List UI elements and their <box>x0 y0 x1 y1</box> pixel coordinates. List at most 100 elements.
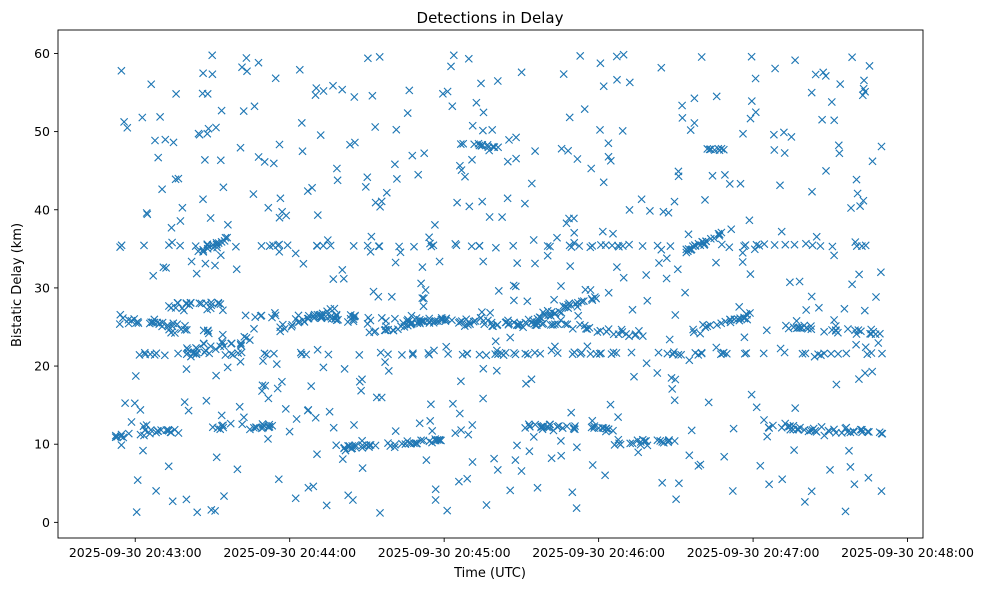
data-point-track-lower-11 <box>825 427 834 436</box>
data-point-noise <box>151 136 159 145</box>
data-point-noise <box>479 257 488 266</box>
data-point-noise <box>854 375 863 384</box>
data-point-track-rising-1 <box>419 317 428 326</box>
data-point-constant-35.4 <box>543 242 552 250</box>
data-point-track-upper-descending <box>268 313 276 322</box>
chart-title: Detections in Delay <box>417 9 564 27</box>
data-point-noise <box>598 227 607 236</box>
data-point-noise <box>687 426 696 435</box>
data-point-track-rising-1 <box>431 317 440 325</box>
data-point-track-early-cluster <box>204 329 213 338</box>
data-point-noise <box>217 411 226 420</box>
data-point-noise <box>182 495 191 504</box>
data-point-noise <box>539 308 548 317</box>
data-point-track-early-cluster <box>183 345 192 354</box>
data-point-track-upper-descending <box>251 313 260 322</box>
data-point-track-lower-11 <box>428 438 436 447</box>
data-point-constant-21.6 <box>521 349 530 358</box>
data-point-noise <box>277 377 286 386</box>
data-point-noise <box>419 294 428 303</box>
data-point-noise <box>426 416 435 425</box>
data-point-noise <box>762 326 771 335</box>
data-point-noise <box>325 407 334 416</box>
data-point-track-upper-descending <box>327 314 336 323</box>
data-point-noise <box>453 198 462 207</box>
data-point-noise <box>807 487 816 496</box>
data-point-track-early-cluster <box>207 301 216 310</box>
data-point-noise <box>275 247 284 256</box>
data-point-noise <box>638 242 647 250</box>
data-point-track-upper-descending <box>796 324 805 333</box>
data-point-track-rising-1 <box>571 299 580 308</box>
data-point-track-rising-35 <box>694 239 703 248</box>
data-point-track-lower-11 <box>124 429 133 438</box>
data-point-noise <box>329 81 337 90</box>
data-point-noise <box>780 149 789 157</box>
data-point-track-rising-1 <box>733 315 742 324</box>
data-point-noise <box>781 419 790 428</box>
data-point-noise <box>614 413 623 422</box>
data-point-noise <box>504 320 513 329</box>
data-point-track-upper-descending <box>582 324 590 333</box>
data-point-noise <box>846 462 855 471</box>
data-point-track-lower-11 <box>843 428 852 437</box>
data-point-noise <box>235 402 244 411</box>
data-point-constant-35.4 <box>475 241 484 250</box>
data-point-noise <box>791 56 800 65</box>
y-tick-label: 10 <box>34 437 50 452</box>
data-point-noise <box>557 144 566 153</box>
data-point-noise <box>116 243 125 252</box>
data-point-track-lower-11 <box>602 424 610 433</box>
data-point-noise <box>474 139 483 148</box>
data-point-noise <box>355 377 364 386</box>
data-point-noise <box>419 302 428 311</box>
data-point-noise <box>872 293 880 301</box>
data-point-track-rising-1 <box>721 317 730 326</box>
data-point-noise <box>319 87 328 95</box>
data-point-track-upper-descending <box>377 313 386 322</box>
data-point-noise <box>298 147 307 156</box>
data-point-noise <box>376 508 384 517</box>
data-point-track-early-cluster <box>180 325 189 334</box>
data-point-constant-21.6 <box>612 349 621 357</box>
data-point-noise <box>658 478 667 487</box>
data-point-noise <box>525 447 534 456</box>
data-point-track-rising-1 <box>559 302 568 310</box>
data-point-noise <box>223 220 232 229</box>
data-point-noise <box>143 210 152 219</box>
data-point-track-lower-11 <box>219 421 227 430</box>
data-point-noise <box>492 346 501 355</box>
data-point-noise <box>455 409 464 418</box>
data-point-noise <box>625 332 633 341</box>
data-point-noise <box>517 467 526 475</box>
data-point-noise <box>420 149 429 158</box>
data-point-noise <box>312 84 321 93</box>
data-point-constant-35.4 <box>625 240 634 249</box>
data-point-noise <box>801 239 810 248</box>
data-point-noise <box>686 126 695 135</box>
data-point-constant-35.4 <box>283 241 292 250</box>
data-point-noise <box>777 227 786 236</box>
data-point-noise <box>242 54 251 62</box>
data-point-track-upper-descending <box>634 326 643 335</box>
data-point-track-upper-descending <box>831 326 840 335</box>
data-point-constant-21.6 <box>842 349 851 358</box>
data-point-noise <box>729 424 738 433</box>
data-point-noise <box>199 195 207 204</box>
data-point-noise <box>168 238 177 247</box>
data-point-noise <box>820 431 829 440</box>
data-point-constant-35.4 <box>816 242 825 250</box>
data-point-noise <box>403 317 412 325</box>
data-point-noise <box>533 483 542 492</box>
data-point-noise <box>657 245 666 254</box>
data-point-noise <box>543 251 552 260</box>
data-point-noise <box>350 138 359 147</box>
x-tick-label: 2025-09-30 20:48:00 <box>841 545 974 560</box>
data-point-noise <box>348 496 357 504</box>
data-point-noise <box>860 76 868 85</box>
data-point-noise <box>329 423 338 432</box>
data-point-track-rising-1 <box>278 320 287 329</box>
data-point-noise <box>725 243 734 252</box>
data-point-track-rising-1 <box>514 321 523 330</box>
data-point-noise <box>855 270 864 279</box>
